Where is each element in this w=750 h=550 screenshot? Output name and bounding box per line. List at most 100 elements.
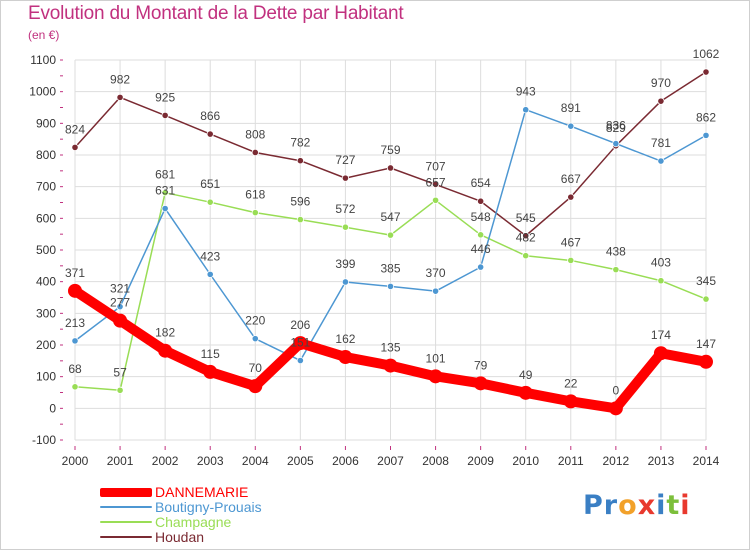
- data-point: [612, 140, 620, 148]
- data-label: 385: [380, 261, 400, 275]
- data-label: 206: [290, 318, 310, 332]
- y-tick-label: 500: [36, 243, 56, 257]
- data-point: [612, 266, 620, 274]
- data-label: 79: [474, 358, 488, 372]
- data-label: 651: [200, 177, 220, 191]
- x-tick-label: 2000: [62, 454, 89, 468]
- data-label: 925: [155, 90, 175, 104]
- legend-item-boutigny-prouais[interactable]: Boutigny-Prouais: [100, 499, 360, 515]
- data-point: [431, 196, 440, 204]
- y-tick-label: 200: [36, 338, 56, 352]
- data-point: [657, 157, 665, 165]
- data-label: 782: [290, 136, 310, 150]
- data-point: [657, 97, 665, 105]
- data-point: [158, 343, 173, 358]
- data-point: [68, 283, 82, 298]
- legend-item-champagne[interactable]: Champagne: [100, 514, 360, 530]
- data-label: 182: [155, 326, 175, 340]
- data-label: 101: [426, 351, 446, 365]
- data-point: [296, 356, 304, 365]
- data-label: 681: [155, 168, 175, 182]
- data-label: 57: [113, 365, 127, 379]
- x-tick-label: 2005: [287, 454, 314, 468]
- data-label: 162: [335, 332, 355, 346]
- data-label: 213: [65, 316, 85, 330]
- y-tick-label: -100: [32, 433, 56, 447]
- y-tick-label: 600: [36, 211, 56, 225]
- y-tick-label: 1100: [30, 53, 56, 67]
- data-point: [71, 143, 79, 151]
- legend-label: DANNEMARIE: [155, 484, 249, 500]
- data-point: [567, 256, 575, 265]
- data-point: [653, 346, 668, 361]
- legend-item-dannemarie[interactable]: DANNEMARIE: [100, 484, 360, 500]
- data-label: 70: [249, 361, 263, 375]
- data-point: [161, 189, 169, 197]
- chart-subtitle: (en €): [28, 28, 60, 42]
- data-point: [567, 193, 575, 201]
- data-point: [477, 197, 485, 205]
- data-label: 370: [426, 266, 446, 280]
- legend-label: Champagne: [155, 514, 232, 530]
- data-label: 572: [335, 202, 355, 216]
- y-tick-label: 1000: [29, 85, 56, 99]
- legend-item-houdan[interactable]: Houdan: [100, 529, 360, 545]
- data-point: [341, 278, 350, 286]
- data-point: [71, 337, 79, 345]
- x-tick-label: 2010: [512, 454, 539, 468]
- data-label: 115: [201, 347, 220, 361]
- data-label: 371: [65, 266, 85, 280]
- legend-swatch: [100, 488, 152, 497]
- data-label: 982: [110, 72, 130, 86]
- y-tick-label: 800: [36, 148, 56, 162]
- legend-swatch: [100, 521, 152, 523]
- logo-letter: i: [656, 490, 667, 521]
- data-point: [161, 204, 169, 213]
- data-point: [341, 174, 350, 182]
- data-point: [251, 148, 259, 157]
- data-label: 657: [426, 175, 446, 189]
- data-label: 423: [200, 249, 220, 263]
- data-label: 22: [564, 376, 578, 390]
- proxiti-logo: Proxiti: [583, 490, 691, 521]
- x-tick-label: 2012: [603, 454, 630, 468]
- logo-letter: P: [583, 490, 604, 521]
- data-point: [702, 68, 710, 76]
- data-point: [518, 385, 533, 400]
- data-point: [702, 295, 710, 303]
- y-tick-label: 100: [36, 370, 56, 384]
- x-tick-label: 2006: [332, 454, 359, 468]
- data-label: 438: [606, 245, 626, 259]
- data-label: 808: [245, 127, 265, 141]
- data-point: [113, 313, 128, 328]
- data-label: 866: [200, 109, 220, 123]
- data-point: [428, 369, 443, 384]
- data-label: 545: [516, 211, 536, 225]
- logo-letter: o: [618, 490, 638, 521]
- x-tick-label: 2008: [422, 454, 449, 468]
- data-point: [116, 386, 124, 394]
- data-point: [567, 122, 575, 130]
- data-label: 596: [290, 195, 310, 209]
- data-point: [71, 383, 79, 391]
- series-lines: [68, 68, 713, 416]
- data-point: [251, 335, 259, 343]
- data-point: [386, 231, 395, 239]
- data-label: 862: [696, 110, 716, 124]
- logo-letter: x: [637, 490, 657, 521]
- y-tick-label: 0: [49, 401, 56, 415]
- data-label: 68: [68, 362, 82, 376]
- data-label: 1062: [693, 47, 720, 61]
- data-label: 220: [245, 314, 265, 328]
- legend-swatch: [100, 536, 152, 538]
- data-label: 631: [155, 184, 175, 198]
- data-point: [563, 394, 578, 409]
- x-tick-label: 2002: [152, 454, 179, 468]
- data-point: [702, 131, 710, 139]
- data-point: [431, 180, 440, 189]
- data-label: 836: [606, 119, 626, 133]
- legend-label: Boutigny-Prouais: [155, 499, 262, 515]
- data-label: 781: [651, 136, 671, 150]
- data-point: [296, 157, 304, 165]
- data-point: [477, 231, 485, 239]
